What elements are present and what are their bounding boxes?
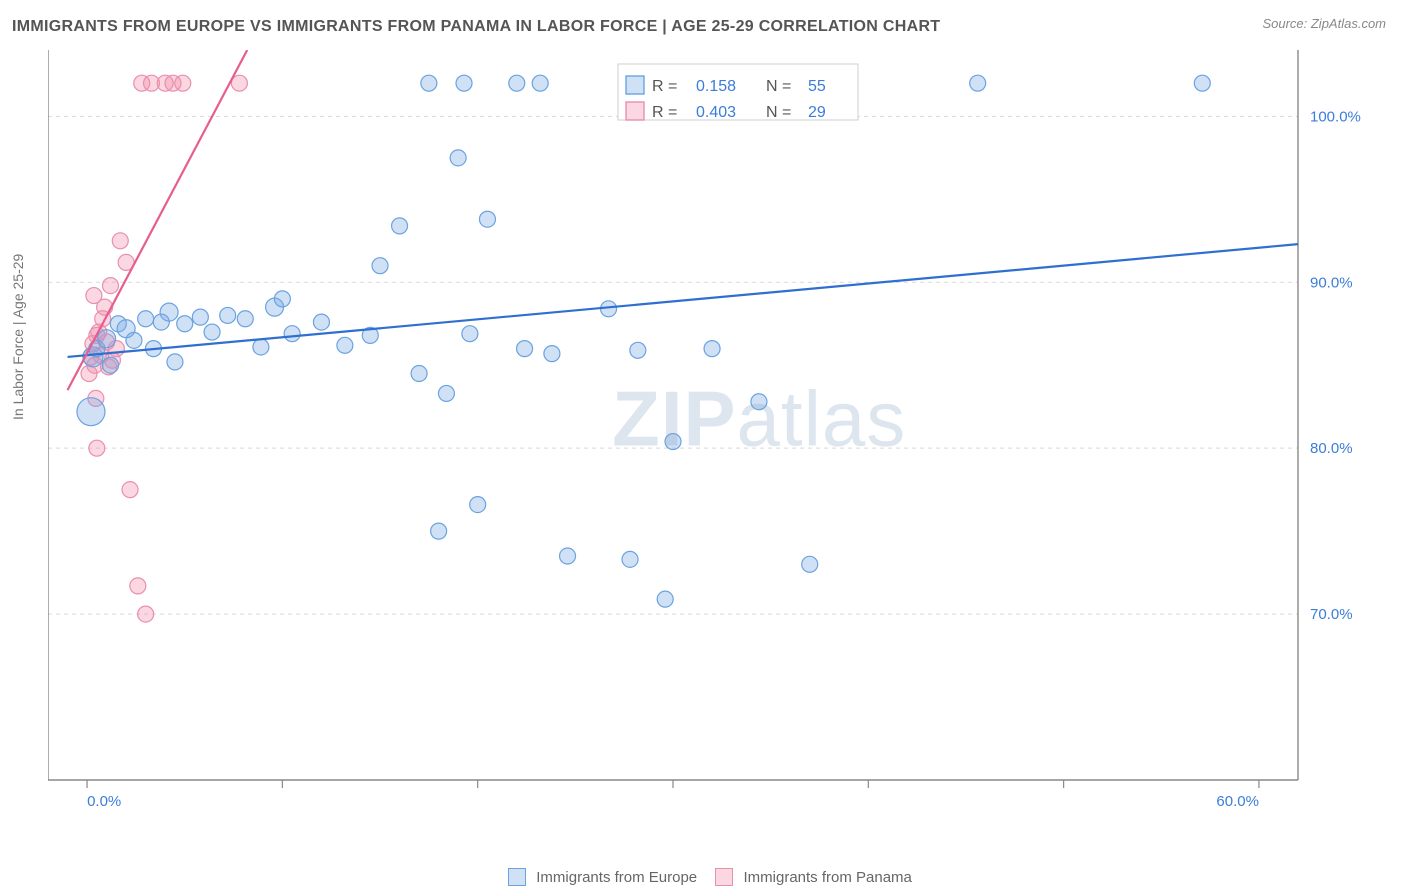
svg-text:N =: N = [766,78,791,95]
svg-text:90.0%: 90.0% [1310,274,1353,291]
legend-swatch-panama [715,868,733,886]
svg-text:0.158: 0.158 [696,78,736,95]
svg-text:100.0%: 100.0% [1310,108,1361,125]
svg-text:N =: N = [766,104,791,121]
legend-label-europe: Immigrants from Europe [536,869,697,886]
svg-text:80.0%: 80.0% [1310,440,1353,457]
svg-text:60.0%: 60.0% [1216,793,1259,810]
svg-text:R =: R = [652,104,677,121]
svg-text:0.403: 0.403 [696,104,736,121]
svg-text:0.0%: 0.0% [87,793,121,810]
svg-text:70.0%: 70.0% [1310,606,1353,623]
source-attribution: Source: ZipAtlas.com [1262,16,1386,31]
svg-text:29: 29 [808,104,826,121]
y-axis-title: In Labor Force | Age 25-29 [10,254,26,420]
chart-title: IMMIGRANTS FROM EUROPE VS IMMIGRANTS FRO… [10,10,1396,44]
svg-text:R =: R = [652,78,677,95]
legend-label-panama: Immigrants from Panama [744,869,912,886]
plot-area: 0.0% 60.0% 70.0% 80.0% 90.0% 100.0% R = 0.158 N … [48,50,1368,820]
svg-text:55: 55 [808,78,826,95]
scatter-plot-svg: 0.0% 60.0% 70.0% 80.0% 90.0% 100.0% R = 0.158 N … [48,50,1368,820]
legend-swatch-europe [508,868,526,886]
chart-container: IMMIGRANTS FROM EUROPE VS IMMIGRANTS FRO… [0,0,1406,892]
bottom-legend: Immigrants from Europe Immigrants from P… [0,868,1406,886]
